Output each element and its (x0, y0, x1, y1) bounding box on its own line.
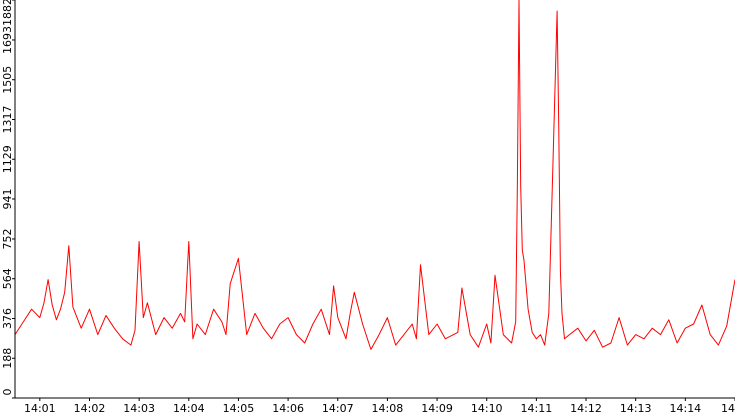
y-tick-label: 0 (1, 389, 14, 396)
x-tick-label: 14:01 (24, 402, 56, 415)
x-tick-label: 14:09 (421, 402, 453, 415)
x-tick-label: 14:02 (74, 402, 106, 415)
y-tick-label: 1693 (1, 26, 14, 54)
y-tick-label: 376 (1, 308, 14, 329)
y-tick-label: 941 (1, 189, 14, 210)
x-tick-label: 14:12 (570, 402, 602, 415)
x-tick-label: 14:06 (272, 402, 304, 415)
x-tick-label: 14:08 (372, 402, 404, 415)
x-tick-label: 14:11 (521, 402, 553, 415)
x-tick-label: 14:07 (322, 402, 354, 415)
axes (12, 0, 735, 401)
x-tick-label: 14:14 (669, 402, 701, 415)
x-tick-label: 14:10 (471, 402, 503, 415)
x-tick-label: 14:13 (620, 402, 652, 415)
x-tick-label: 14:04 (173, 402, 205, 415)
series-line (14, 0, 735, 350)
y-tick-label: 1505 (1, 66, 14, 94)
y-tick-label: 1317 (1, 105, 14, 133)
y-tick-label: 1882 (1, 0, 14, 26)
x-tick-label: 14:05 (223, 402, 255, 415)
y-tick-label: 752 (1, 228, 14, 249)
y-tick-label: 1129 (1, 145, 14, 173)
x-tick-label: 14:03 (123, 402, 155, 415)
plot-area (14, 0, 735, 350)
y-tick-label: 564 (1, 268, 14, 289)
x-tick-label: 14 (721, 402, 735, 415)
y-tick-label: 188 (1, 348, 14, 369)
